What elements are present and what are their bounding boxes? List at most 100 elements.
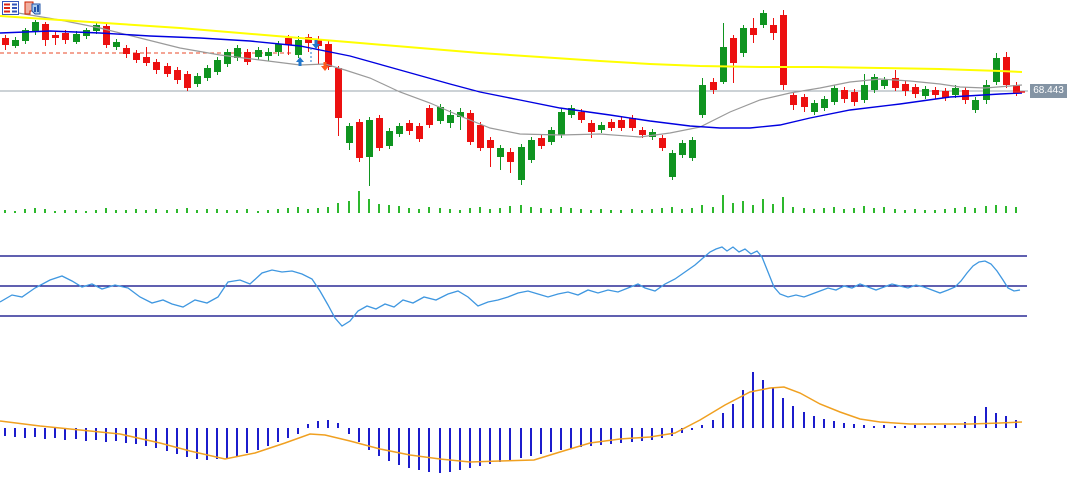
candle <box>103 26 110 45</box>
last-price-label: 68.443 <box>1030 84 1067 98</box>
candle <box>204 68 211 78</box>
candle <box>952 88 959 95</box>
chart-toolbar <box>2 1 41 15</box>
candle <box>518 147 525 180</box>
candle <box>457 112 464 117</box>
ma-yellow-line <box>0 15 1023 73</box>
candle <box>720 47 727 82</box>
candle <box>588 123 595 132</box>
candle <box>801 97 808 107</box>
candle <box>275 44 282 52</box>
candle <box>811 103 818 112</box>
volume-series <box>4 191 1017 213</box>
candle <box>699 85 706 115</box>
macd-signal-line <box>0 386 1023 463</box>
candle <box>62 33 69 40</box>
candle <box>770 25 777 33</box>
candle <box>113 42 120 47</box>
ma-blue-line <box>0 30 1023 129</box>
candle <box>123 48 130 54</box>
candle <box>507 152 514 162</box>
candle <box>790 95 797 105</box>
candle <box>750 28 757 35</box>
candle <box>608 122 615 128</box>
candle <box>133 53 140 60</box>
candle <box>669 153 676 177</box>
candle <box>861 85 868 100</box>
candle <box>315 39 322 46</box>
buy-signal-marker <box>296 57 304 66</box>
reference-lines <box>0 52 1028 92</box>
candle <box>548 130 555 142</box>
candle <box>942 91 949 98</box>
candle <box>538 138 545 146</box>
candle <box>912 87 919 94</box>
candle <box>52 35 59 38</box>
candle <box>255 50 262 57</box>
oscillator-panel <box>0 246 1027 327</box>
chart-compare-icon[interactable] <box>24 1 41 15</box>
ma-gray-line <box>17 12 1023 138</box>
candle <box>164 66 171 74</box>
candle <box>892 78 899 88</box>
candle <box>356 122 363 158</box>
candle <box>184 74 191 88</box>
candle <box>73 34 80 42</box>
candle <box>760 13 767 25</box>
candle <box>376 118 383 148</box>
candle <box>568 108 575 115</box>
sell-signal-marker <box>321 62 329 71</box>
candle <box>659 138 666 148</box>
candle <box>629 118 636 128</box>
candle <box>153 62 160 70</box>
candle <box>386 131 393 146</box>
candle <box>406 123 413 131</box>
candle <box>618 120 625 128</box>
candle <box>437 107 444 121</box>
candle <box>32 22 39 32</box>
signal-markers <box>296 40 1025 93</box>
macd-histogram <box>4 372 1017 473</box>
candle <box>265 52 272 56</box>
candle <box>962 90 969 100</box>
candle <box>42 24 49 40</box>
candle <box>922 89 929 96</box>
candle <box>689 140 696 158</box>
candlestick-series <box>2 10 1020 186</box>
candle <box>194 76 201 84</box>
candle <box>174 70 181 80</box>
candle <box>477 125 484 148</box>
candle <box>305 37 312 43</box>
candle <box>366 120 373 157</box>
candle <box>2 38 9 45</box>
candle <box>426 108 433 125</box>
candle <box>841 90 848 99</box>
candle <box>335 68 342 118</box>
candle <box>639 130 646 135</box>
candle <box>972 100 979 110</box>
candle <box>730 38 737 63</box>
candle <box>295 40 302 55</box>
candle <box>234 48 241 58</box>
candle <box>780 15 787 85</box>
candle <box>487 140 494 148</box>
candle <box>983 85 990 100</box>
candle <box>740 28 747 53</box>
candle <box>1013 85 1020 93</box>
candle <box>831 88 838 102</box>
candle <box>558 112 565 135</box>
candle <box>325 44 332 67</box>
candle <box>679 143 686 155</box>
candle <box>467 113 474 142</box>
candle <box>214 60 221 72</box>
candle <box>932 90 939 95</box>
candle <box>710 82 717 90</box>
candle <box>285 38 292 45</box>
candle <box>649 132 656 137</box>
sell-signal-marker <box>312 40 320 49</box>
data-table-icon[interactable] <box>2 1 19 15</box>
candle <box>416 126 423 139</box>
candle <box>22 30 29 41</box>
